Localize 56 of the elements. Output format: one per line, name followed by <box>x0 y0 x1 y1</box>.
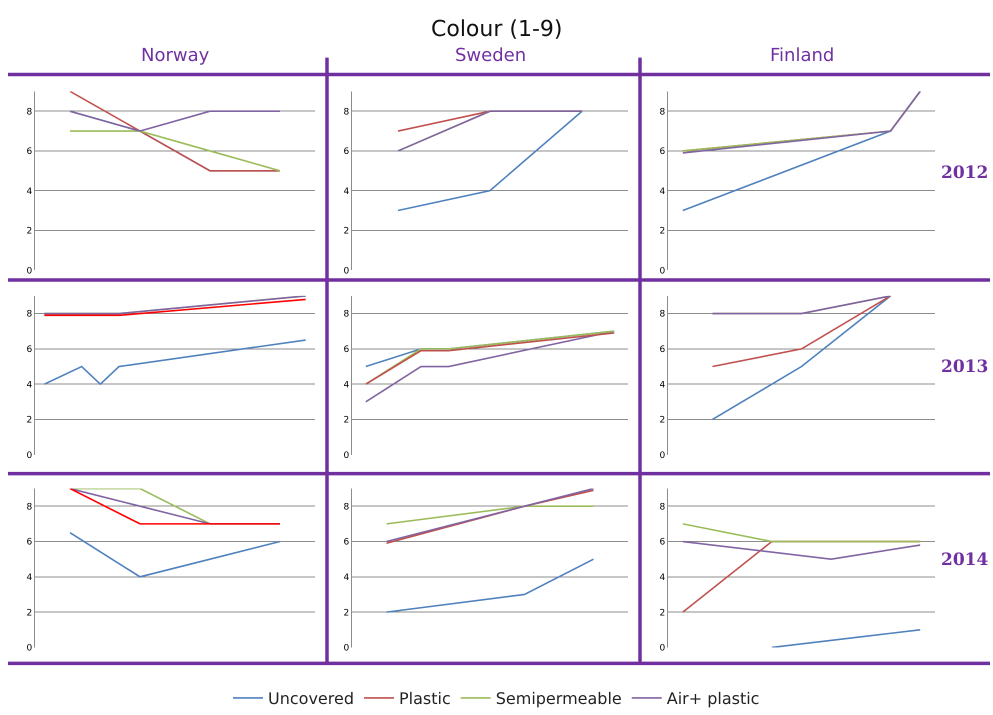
y-tick-label: 0 <box>343 450 350 461</box>
chart-title: Sweden <box>455 45 526 66</box>
y-tick-label: 6 <box>26 345 32 356</box>
y-tick-label: 4 <box>343 186 350 197</box>
y-tick-label: 6 <box>343 147 350 158</box>
legend-label: Air+ plastic <box>666 689 760 708</box>
legend-label: Plastic <box>398 689 451 708</box>
y-tick-label: 4 <box>26 186 32 197</box>
y-tick-label: 6 <box>659 147 666 158</box>
y-tick-label: 2 <box>26 608 32 618</box>
y-tick-label: 0 <box>26 266 32 276</box>
y-tick-label: 8 <box>343 310 350 320</box>
y-tick-label: 8 <box>343 107 350 118</box>
y-tick-label: 8 <box>26 502 32 512</box>
y-tick-label: 2 <box>343 608 350 618</box>
y-tick-label: 6 <box>659 538 666 548</box>
y-tick-label: 8 <box>659 502 666 512</box>
text: 2013 <box>941 357 988 377</box>
y-tick-label: 0 <box>659 644 666 654</box>
y-tick-label: 6 <box>343 538 350 548</box>
chart-title: Finland <box>770 45 834 66</box>
y-tick-label: 0 <box>343 266 350 276</box>
y-tick-label: 4 <box>659 572 666 583</box>
y-tick-label: 2 <box>343 226 350 237</box>
y-tick-label: 4 <box>26 380 32 390</box>
y-tick-label: 2 <box>659 608 666 618</box>
y-tick-label: 0 <box>659 266 666 276</box>
y-tick-label: 8 <box>26 310 32 320</box>
y-tick-label: 0 <box>26 450 32 461</box>
y-tick-label: 6 <box>343 345 350 356</box>
y-tick-label: 2 <box>343 416 350 426</box>
y-tick-label: 0 <box>659 450 666 461</box>
text: 2014 <box>941 550 988 570</box>
y-tick-label: 8 <box>26 107 32 118</box>
y-tick-label: 6 <box>26 538 32 548</box>
y-tick-label: 6 <box>659 345 666 356</box>
y-tick-label: 2 <box>26 416 32 426</box>
y-tick-label: 4 <box>26 572 32 583</box>
y-tick-label: 4 <box>343 572 350 583</box>
y-tick-label: 6 <box>26 147 32 158</box>
text: Colour (1-9) <box>431 17 562 42</box>
y-tick-label: 8 <box>659 107 666 118</box>
y-tick-label: 8 <box>659 310 666 320</box>
text: 2012 <box>941 163 988 183</box>
y-tick-label: 8 <box>343 502 350 512</box>
y-tick-label: 2 <box>26 226 32 237</box>
chart-title: Norway <box>141 45 210 66</box>
y-tick-label: 2 <box>659 226 666 237</box>
y-tick-label: 2 <box>659 416 666 426</box>
legend-label: Semipermeable <box>496 689 622 708</box>
y-tick-label: 4 <box>659 186 666 197</box>
legend-label: Uncovered <box>268 689 354 708</box>
y-tick-label: 4 <box>659 380 666 390</box>
y-tick-label: 0 <box>26 644 32 654</box>
y-tick-label: 0 <box>343 644 350 654</box>
y-tick-label: 4 <box>343 380 350 390</box>
